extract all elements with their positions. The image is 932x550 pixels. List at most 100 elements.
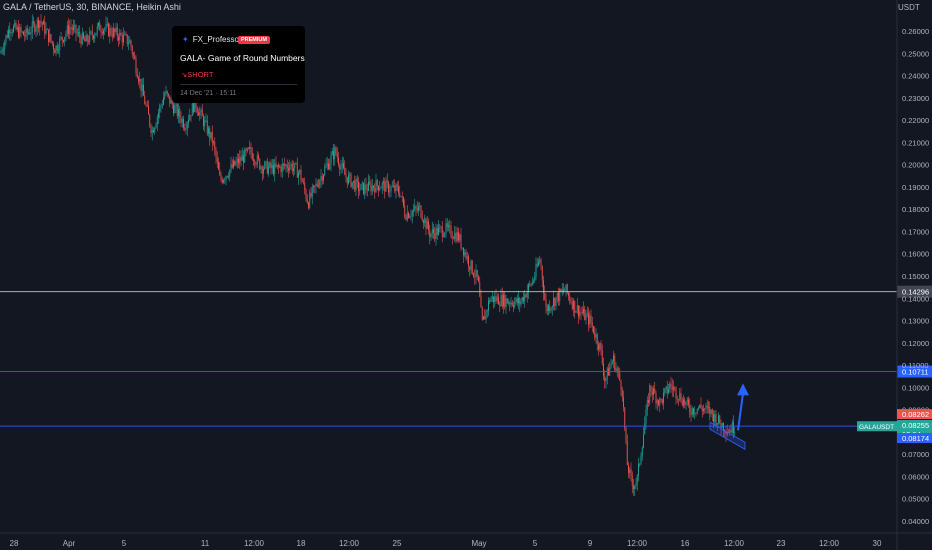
candles-group [0, 14, 736, 496]
candle-body [30, 32, 32, 35]
candle-body [663, 392, 664, 404]
candle-body [403, 196, 404, 206]
candle-body [245, 149, 247, 152]
candle-body [474, 276, 476, 278]
candle-body [699, 404, 701, 408]
candle-body [523, 297, 524, 302]
x-tick-label: 30 [873, 539, 882, 548]
idea-card[interactable]: ✦ FX_Professor PREMIUM GALA- Game of Roun… [172, 26, 305, 103]
candle-body [31, 21, 33, 33]
candle-body [544, 293, 546, 300]
candle-body [123, 34, 124, 43]
candle-body [694, 412, 696, 414]
projection-arrow-shaft[interactable] [737, 393, 744, 431]
x-tick-label: May [471, 539, 486, 548]
candle-body [340, 166, 342, 170]
candle-body [69, 26, 71, 34]
candle-body [460, 234, 462, 248]
candle-body [648, 400, 649, 403]
candle-body [681, 401, 683, 406]
candle-body [200, 109, 202, 113]
candle-body [204, 120, 206, 127]
candle-body [115, 27, 117, 32]
x-tick-label: 12:00 [724, 539, 745, 548]
price-tag-label: 0.08262 [902, 410, 929, 419]
candle-body [680, 393, 682, 402]
drawings-group [709, 383, 749, 450]
candle-body [444, 233, 446, 236]
candle-body [211, 131, 213, 144]
candle-body [1, 50, 3, 52]
y-tick-label: 0.21000 [902, 138, 929, 147]
candle-body [263, 169, 264, 174]
candle-body [550, 308, 552, 311]
candle-body [540, 259, 542, 267]
candle-body [383, 181, 384, 184]
candle-body [251, 152, 253, 160]
candle-body [660, 398, 662, 400]
hline-price-tag [897, 365, 932, 378]
candle-body [26, 28, 28, 34]
candle-body [380, 187, 382, 189]
candle-body [95, 32, 97, 36]
candle-body [90, 31, 92, 33]
candle-body [286, 164, 288, 169]
candle-body [228, 176, 229, 178]
candle-body [570, 300, 572, 303]
candle-body [20, 27, 22, 32]
candle-body [534, 276, 536, 281]
candle-body [114, 28, 116, 32]
candle-body [19, 27, 21, 38]
candle-body [169, 95, 171, 104]
candle-body [226, 176, 228, 178]
candle-body [323, 175, 324, 181]
candle-body [33, 21, 34, 24]
candle-body [693, 408, 694, 414]
candle-body [516, 298, 518, 304]
candle-body [295, 163, 297, 164]
candle-body [301, 179, 303, 182]
candle-body [285, 164, 287, 167]
candle-body [270, 162, 272, 169]
x-tick-label: 11 [201, 539, 210, 548]
candle-body [589, 315, 591, 325]
candle-body [356, 179, 358, 182]
candle-body [581, 312, 583, 314]
projection-arrow-head[interactable] [737, 383, 749, 396]
candle-body [369, 181, 371, 184]
candle-body [134, 55, 136, 60]
candle-body [620, 380, 622, 390]
idea-title[interactable]: GALA- Game of Round Numbers [180, 53, 305, 63]
candle-body [603, 363, 604, 376]
author-name[interactable]: FX_Professor [192, 35, 242, 44]
candle-body [686, 399, 688, 403]
candle-body [131, 46, 133, 54]
candle-body [198, 112, 199, 116]
candle-body [725, 431, 727, 435]
candle-body [209, 128, 211, 139]
candle-body [329, 163, 331, 170]
candle-body [248, 148, 249, 149]
candle-body [604, 375, 606, 382]
candle-body [551, 306, 553, 309]
candle-body [438, 227, 439, 235]
candle-body [729, 429, 731, 433]
candle-body [690, 412, 692, 415]
candle-body [668, 389, 669, 393]
candle-body [60, 37, 62, 39]
candle-body [343, 163, 344, 168]
candle-body [629, 469, 631, 473]
candle-body [175, 104, 177, 106]
candle-body [221, 179, 223, 183]
candle-body [374, 187, 376, 193]
candle-body [419, 205, 421, 207]
candle-body [580, 311, 582, 313]
candle-body [590, 315, 592, 323]
candle-body [130, 40, 132, 47]
candle-body [63, 39, 64, 42]
descending-channel[interactable] [709, 421, 746, 450]
candle-body [408, 212, 409, 218]
candle-body [119, 32, 121, 41]
author-line[interactable]: ✦ FX_Professor [182, 35, 242, 44]
